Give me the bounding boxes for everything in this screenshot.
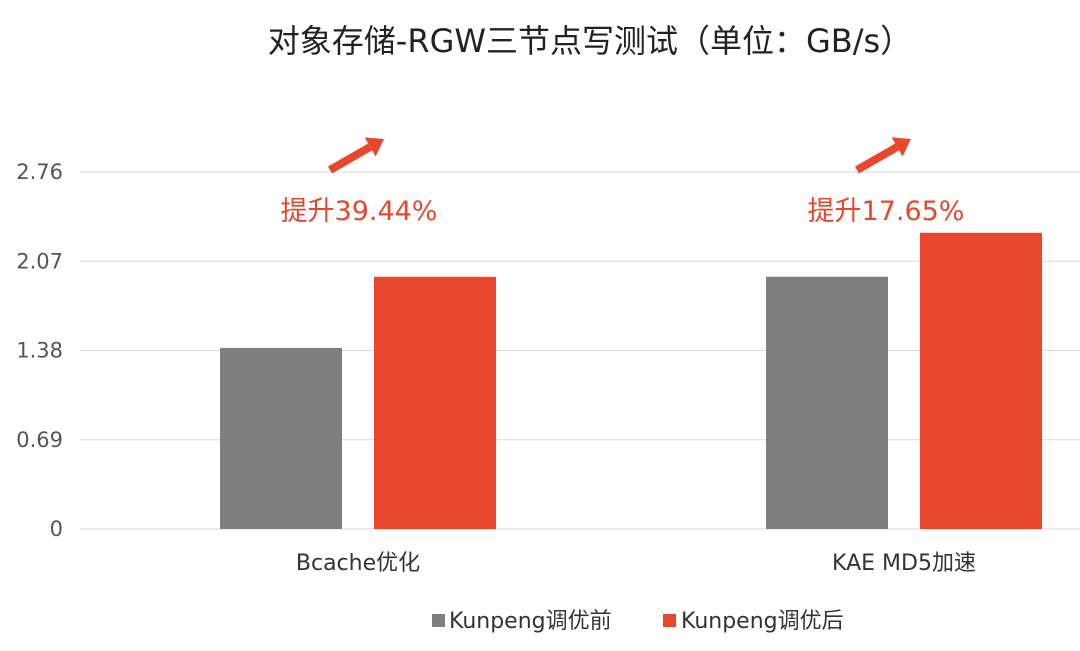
y-tick-label: 0.69 xyxy=(16,428,63,452)
y-tick-label: 2.07 xyxy=(16,249,63,273)
y-tick-label: 0 xyxy=(50,517,63,541)
legend-label: Kunpeng调优前 xyxy=(449,609,612,634)
annotations: 提升39.44% 提升17.65% xyxy=(281,137,965,227)
chart-title: 对象存储-RGW三节点写测试（单位：GB/s） xyxy=(268,22,912,60)
legend: Kunpeng调优前 Kunpeng调优后 xyxy=(432,609,844,634)
y-tick-label: 2.76 xyxy=(16,160,63,184)
legend-label: Kunpeng调优后 xyxy=(681,609,844,634)
bar xyxy=(766,276,888,529)
bars xyxy=(220,232,1042,530)
bar xyxy=(374,276,496,529)
x-category-label: KAE MD5加速 xyxy=(832,551,976,576)
annotation-label: 提升17.65% xyxy=(808,196,965,227)
up-right-arrow-icon xyxy=(855,137,911,174)
annotation-label: 提升39.44% xyxy=(281,196,438,227)
x-axis-categories: Bcache优化 KAE MD5加速 xyxy=(296,551,976,576)
bar xyxy=(920,232,1042,530)
legend-swatch xyxy=(432,614,445,627)
x-category-label: Bcache优化 xyxy=(296,551,420,576)
bar xyxy=(220,347,342,529)
up-right-arrow-icon xyxy=(328,137,384,174)
y-tick-label: 1.38 xyxy=(16,339,63,363)
y-axis-ticks: 0 0.69 1.38 2.07 2.76 xyxy=(16,160,63,541)
legend-swatch xyxy=(663,614,676,627)
